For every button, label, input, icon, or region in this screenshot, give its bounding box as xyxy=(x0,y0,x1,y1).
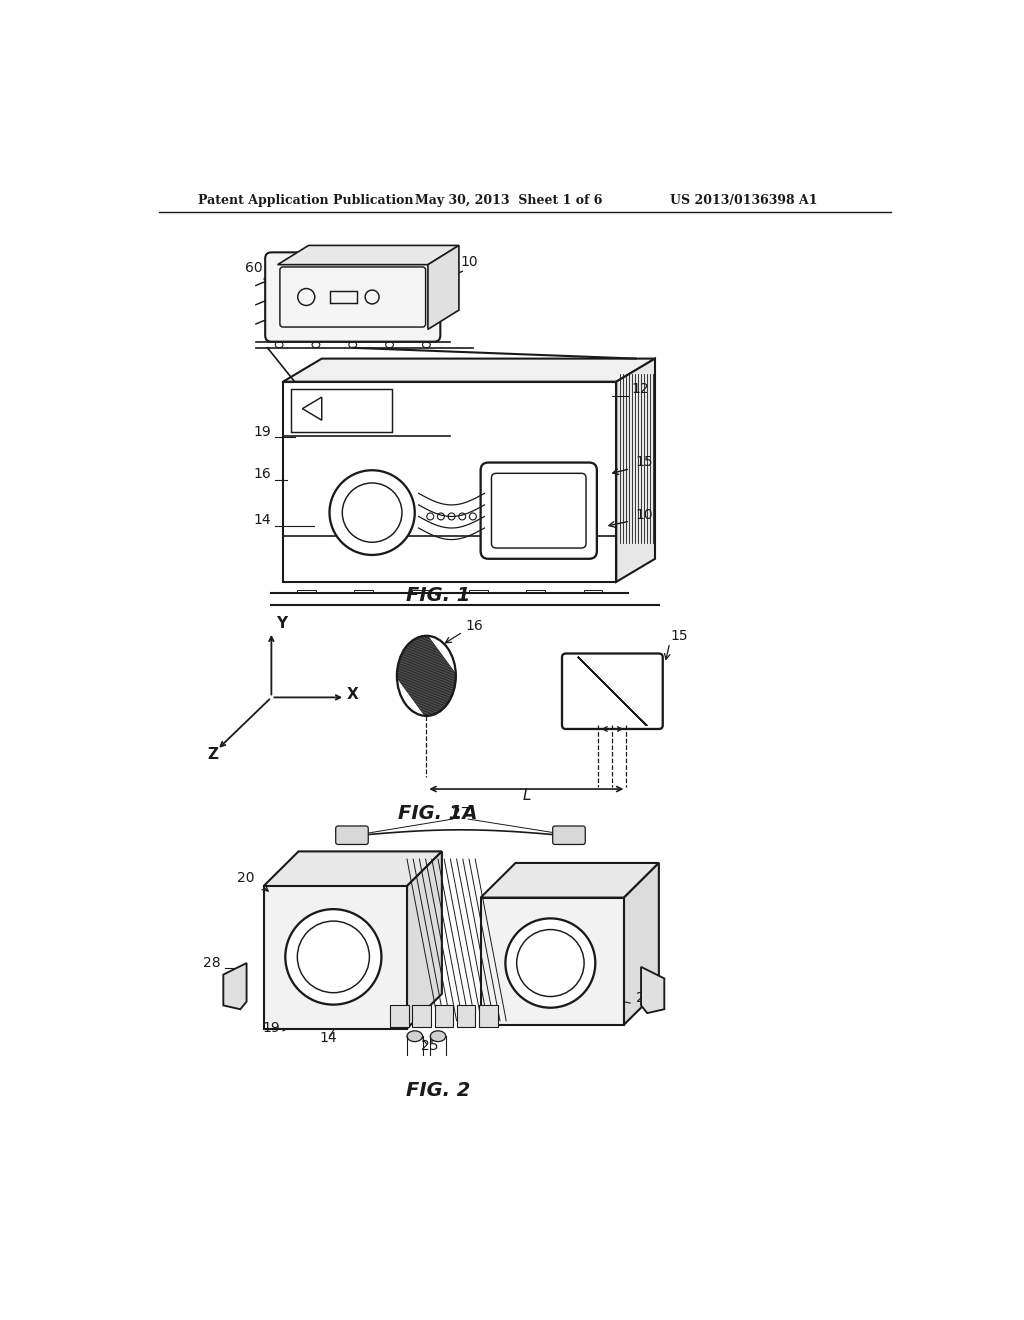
Text: Y: Y xyxy=(276,616,287,631)
Text: Patent Application Publication: Patent Application Publication xyxy=(198,194,414,207)
FancyBboxPatch shape xyxy=(480,462,597,558)
Bar xyxy=(297,590,315,594)
Text: US 2013/0136398 A1: US 2013/0136398 A1 xyxy=(671,194,818,207)
Polygon shape xyxy=(407,851,442,1028)
Bar xyxy=(469,590,487,594)
Bar xyxy=(291,389,391,432)
Text: May 30, 2013  Sheet 1 of 6: May 30, 2013 Sheet 1 of 6 xyxy=(415,194,602,207)
Ellipse shape xyxy=(407,1031,423,1041)
Bar xyxy=(330,290,356,304)
Polygon shape xyxy=(641,966,665,1014)
Polygon shape xyxy=(624,863,658,1024)
Text: 10: 10 xyxy=(636,508,653,521)
Text: 27: 27 xyxy=(452,805,469,820)
Bar xyxy=(457,1006,475,1027)
Bar xyxy=(413,1006,431,1027)
Text: 15: 15 xyxy=(671,630,688,643)
Polygon shape xyxy=(223,964,247,1010)
Ellipse shape xyxy=(286,909,381,1005)
Bar xyxy=(283,381,616,582)
Polygon shape xyxy=(263,851,442,886)
Text: 10: 10 xyxy=(460,255,478,269)
Bar xyxy=(354,590,373,594)
Text: 15: 15 xyxy=(636,455,653,470)
Ellipse shape xyxy=(330,470,415,554)
Text: FIG. 1: FIG. 1 xyxy=(406,586,470,605)
FancyBboxPatch shape xyxy=(553,826,586,845)
Polygon shape xyxy=(428,246,459,330)
Ellipse shape xyxy=(506,919,595,1007)
Bar xyxy=(526,590,545,594)
Bar xyxy=(434,1006,453,1027)
Bar xyxy=(263,886,407,1028)
Bar xyxy=(412,590,430,594)
Polygon shape xyxy=(616,359,655,582)
Text: FIG. 2: FIG. 2 xyxy=(406,1081,470,1101)
Bar xyxy=(584,590,602,594)
Text: 25: 25 xyxy=(422,1039,439,1053)
Text: 16: 16 xyxy=(254,467,271,480)
Text: 19: 19 xyxy=(262,1022,280,1035)
Polygon shape xyxy=(480,863,658,898)
Text: 14: 14 xyxy=(319,1031,337,1045)
Bar xyxy=(480,898,624,1024)
Bar xyxy=(479,1006,498,1027)
Ellipse shape xyxy=(430,1031,445,1041)
FancyBboxPatch shape xyxy=(265,252,440,342)
Text: Z: Z xyxy=(208,747,219,762)
Bar xyxy=(390,1006,409,1027)
Polygon shape xyxy=(278,246,459,264)
Text: 14: 14 xyxy=(254,513,271,527)
Text: 19: 19 xyxy=(254,425,271,438)
Text: 28: 28 xyxy=(636,990,653,1005)
Text: 60: 60 xyxy=(245,261,262,276)
Text: 20: 20 xyxy=(237,871,254,886)
Text: L: L xyxy=(522,788,530,803)
Text: 16: 16 xyxy=(465,619,483,632)
FancyBboxPatch shape xyxy=(336,826,369,845)
Text: 12: 12 xyxy=(632,383,649,396)
Text: 28: 28 xyxy=(204,956,221,970)
Polygon shape xyxy=(283,359,655,381)
Text: FIG. 1A: FIG. 1A xyxy=(398,804,478,824)
Text: X: X xyxy=(346,686,358,702)
